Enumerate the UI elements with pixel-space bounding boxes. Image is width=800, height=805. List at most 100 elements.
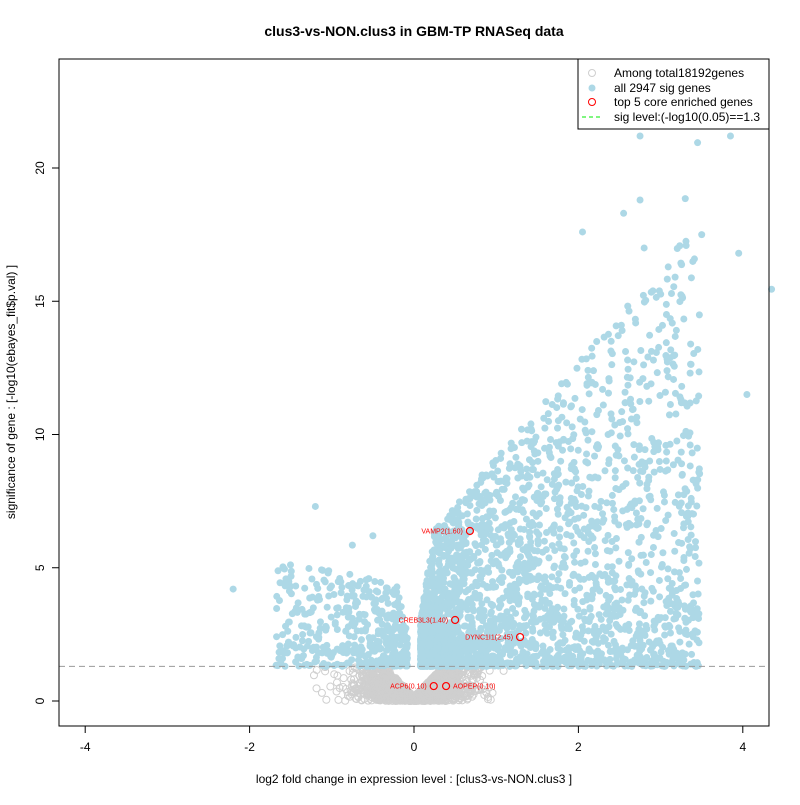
sig-point [496,596,504,604]
sig-point [493,549,501,557]
sig-point [541,596,549,604]
nonsig-point [382,676,391,685]
sig-point [361,652,369,660]
sig-point [549,633,557,641]
sig-point [655,576,663,584]
sig-point [491,532,499,540]
sig-point [399,635,407,643]
sig-point [435,597,443,605]
sig-point [348,586,356,594]
sig-point [302,623,310,631]
core-gene-label: DYNC1I1(2.45) [465,635,513,642]
sig-point [308,593,316,601]
sig-point [372,587,380,595]
sig-point [597,497,605,505]
sig-point [427,569,435,577]
sig-point [516,463,524,471]
sig-point [421,603,429,611]
sig-point [591,574,599,582]
sig-point [366,642,374,650]
sig-point [529,625,537,633]
sig-point [447,642,455,650]
sig-point [446,516,454,524]
sig-point [656,392,664,400]
sig-point [636,655,644,663]
sig-point [618,327,626,335]
sig-point [599,385,607,393]
sig-point [592,581,600,589]
sig-point [635,620,643,628]
sig-point [559,446,567,454]
sig-point [418,616,426,624]
sig-point [310,643,318,651]
nonsig-point [339,674,348,683]
sig-point [509,583,517,591]
sig-point [483,584,491,592]
sig-point [472,662,480,670]
sig-point [581,615,589,623]
sig-point [685,549,693,557]
legend-nonsig-marker [588,69,596,77]
sig-point [685,640,693,648]
nonsig-point [370,672,379,681]
sig-point [526,533,534,541]
sig-point [610,506,618,514]
nonsig-point [431,677,440,686]
sig-point [542,661,550,669]
sig-point [693,636,701,644]
sig-point [671,332,679,340]
sig-point [540,537,548,545]
sig-point [524,593,532,601]
sig-point [526,542,534,550]
sig-point [378,620,386,628]
sig-point [344,640,352,648]
sig-point [661,614,669,622]
sig-point [607,630,615,638]
sig-point [655,458,663,466]
sig-point [640,361,648,369]
sig-point [560,545,568,553]
sig-point [292,582,300,590]
sig-point [680,315,688,323]
sig-point [663,355,671,363]
sig-point [517,425,525,433]
sig-point [682,626,690,634]
legend-item: top 5 core enriched genes [614,95,753,109]
sig-point [691,553,699,561]
points-layer [229,132,776,705]
sig-point [544,410,552,418]
sig-point [662,517,670,525]
sig-point [314,649,322,657]
sig-point [463,599,471,607]
sig-point [656,593,664,601]
sig-point [630,441,638,449]
nonsig-point [469,670,478,679]
sig-point [604,574,612,582]
sig-point [584,547,592,555]
nonsig-point [387,672,396,681]
nonsig-point [427,687,436,696]
sig-point [458,526,466,534]
sig-point [624,381,632,389]
sig-point [640,627,648,635]
sig-point [323,603,331,611]
sig-point [583,450,591,458]
sig-point [666,629,674,637]
sig-point [434,622,442,630]
sig-point [275,596,283,604]
sig-point [469,594,477,602]
nonsig-point [455,696,464,705]
sig-point [362,593,370,601]
sig-point [532,662,540,670]
sig-point [618,596,626,604]
sig-point [495,642,503,650]
sig-point [543,476,551,484]
sig-point [580,637,588,645]
sig-point [282,575,290,583]
sig-point [378,595,386,603]
sig-point [467,569,475,577]
x-tick-label: -2 [244,740,255,754]
sig-point [665,621,673,629]
sig-point [681,605,689,613]
sig-point [527,420,535,428]
